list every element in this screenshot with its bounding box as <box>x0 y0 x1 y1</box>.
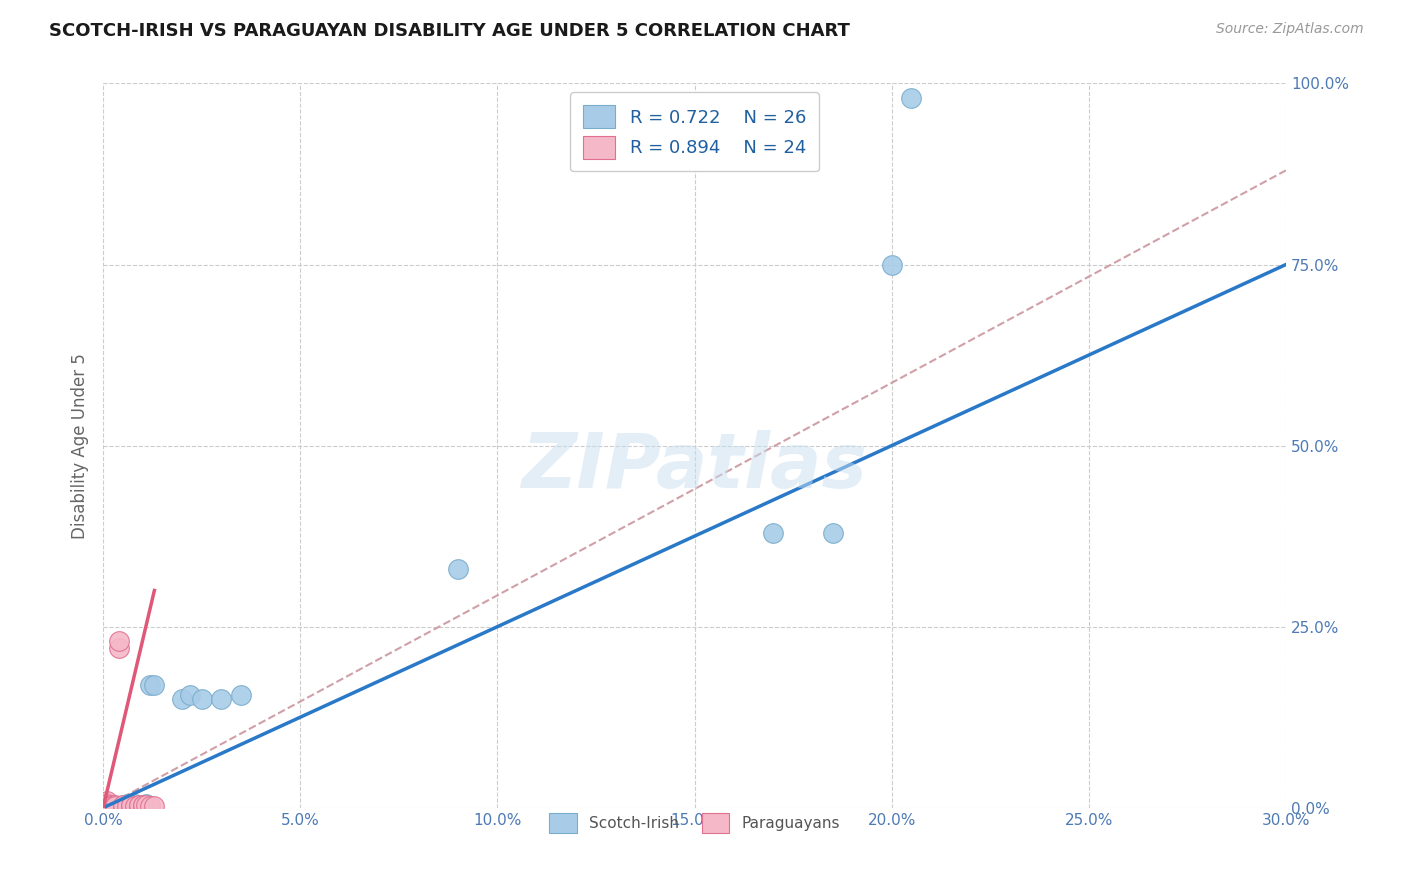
Legend: Scotch-Irish, Paraguayans: Scotch-Irish, Paraguayans <box>538 803 851 844</box>
Point <box>880 258 903 272</box>
Point <box>111 797 134 812</box>
Point <box>96 797 118 811</box>
Point <box>96 793 118 807</box>
Point <box>135 797 157 811</box>
Point <box>124 798 146 813</box>
Point <box>190 692 212 706</box>
Point <box>104 799 127 814</box>
Point <box>131 797 153 812</box>
Point <box>111 797 134 812</box>
Point <box>821 525 844 540</box>
Point <box>131 797 153 812</box>
Point <box>900 91 922 105</box>
Point <box>170 692 193 706</box>
Point <box>229 689 252 703</box>
Point <box>108 798 131 813</box>
Point <box>100 798 122 813</box>
Point <box>128 798 150 813</box>
Point <box>143 678 166 692</box>
Point <box>128 798 150 813</box>
Point <box>96 796 118 810</box>
Point <box>100 797 122 812</box>
Point <box>139 678 162 692</box>
Point <box>139 798 162 813</box>
Point <box>209 692 232 706</box>
Point <box>128 797 150 812</box>
Point <box>131 798 153 813</box>
Point <box>96 799 118 814</box>
Point <box>143 798 166 813</box>
Point <box>124 797 146 811</box>
Point <box>115 797 138 811</box>
Point <box>120 798 142 813</box>
Point <box>108 634 131 648</box>
Point <box>100 797 122 812</box>
Point <box>104 799 127 814</box>
Point <box>447 562 470 576</box>
Point <box>762 525 785 540</box>
Point <box>179 689 201 703</box>
Text: ZIPatlas: ZIPatlas <box>522 430 868 504</box>
Point <box>120 797 142 812</box>
Point <box>96 798 118 813</box>
Point <box>100 798 122 813</box>
Point <box>111 798 134 813</box>
Point <box>115 798 138 813</box>
Text: SCOTCH-IRISH VS PARAGUAYAN DISABILITY AGE UNDER 5 CORRELATION CHART: SCOTCH-IRISH VS PARAGUAYAN DISABILITY AG… <box>49 22 851 40</box>
Point <box>104 798 127 813</box>
Point <box>135 797 157 812</box>
Y-axis label: Disability Age Under 5: Disability Age Under 5 <box>72 352 89 539</box>
Point <box>100 798 122 813</box>
Point <box>108 641 131 656</box>
Point <box>120 797 142 812</box>
Point <box>104 797 127 812</box>
Point <box>104 798 127 813</box>
Text: Source: ZipAtlas.com: Source: ZipAtlas.com <box>1216 22 1364 37</box>
